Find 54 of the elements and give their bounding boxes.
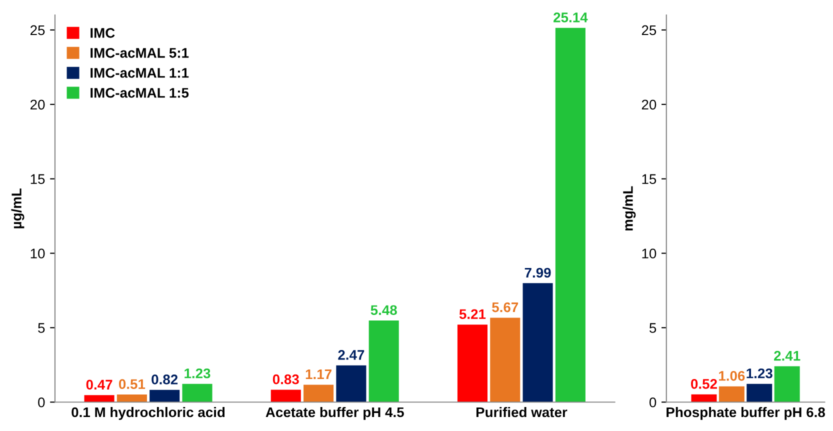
y-tick-label: 10 (30, 248, 45, 258)
bar (304, 384, 334, 402)
bar (718, 386, 744, 402)
data-label: 1.23 (184, 368, 210, 378)
bar (457, 324, 488, 402)
y-tick-label: 25 (30, 25, 45, 36)
bar (270, 390, 301, 402)
bar (490, 318, 520, 402)
y-tick-label: 5 (650, 323, 656, 333)
y-tick-label: 5 (38, 323, 45, 333)
data-label: 0.82 (152, 374, 178, 384)
bar (116, 394, 147, 402)
y-axis-title: mg/mL (622, 186, 636, 230)
data-label: 0.83 (272, 374, 299, 384)
bar (691, 394, 717, 402)
x-tick-label: Phosphate buffer pH 6.8 (666, 406, 825, 420)
y-tick-label: 15 (642, 174, 656, 184)
y-axis-title: µg/mL (11, 188, 24, 228)
bar (774, 366, 800, 402)
legend-label: IMC-acMAL 1:1 (90, 68, 189, 78)
y-tick-label: 25 (642, 25, 656, 36)
y-tick-label: 0 (38, 397, 45, 408)
y-tick-label: 10 (642, 248, 656, 258)
data-label: 25.14 (554, 12, 588, 22)
y-tick-label: 0 (649, 397, 656, 408)
legend-label: IMC (90, 28, 115, 38)
data-label: 5.21 (459, 309, 486, 320)
data-label: 0.52 (691, 379, 717, 389)
data-label: 2.47 (338, 350, 364, 360)
data-label: 5.67 (492, 302, 518, 312)
legend-label: IMC-acMAL 1:5 (90, 88, 189, 98)
data-label: 1.06 (719, 370, 745, 381)
y-tick-label: 20 (30, 100, 45, 110)
x-tick-label: 0.1 M hydrochloric acid (72, 406, 225, 420)
bar (182, 384, 212, 402)
bar (150, 390, 180, 402)
data-label: 1.17 (306, 369, 332, 380)
data-label: 7.99 (524, 268, 551, 278)
data-label: 5.48 (370, 305, 397, 316)
bar (336, 365, 366, 402)
bar (368, 320, 399, 402)
bar (522, 283, 553, 402)
legend-label: IMC-acMAL 5:1 (90, 48, 189, 58)
data-label: 2.41 (774, 350, 800, 361)
bar (84, 395, 114, 402)
bar (555, 28, 586, 402)
data-label: 0.51 (118, 379, 146, 390)
x-tick-label: Purified water (476, 406, 568, 418)
data-label: 0.47 (86, 380, 112, 390)
bar (746, 384, 772, 402)
x-tick-label: Acetate buffer pH 4.5 (266, 406, 404, 420)
data-label: 1.23 (746, 368, 772, 378)
y-tick-label: 15 (30, 174, 45, 184)
y-tick-label: 20 (642, 100, 656, 110)
